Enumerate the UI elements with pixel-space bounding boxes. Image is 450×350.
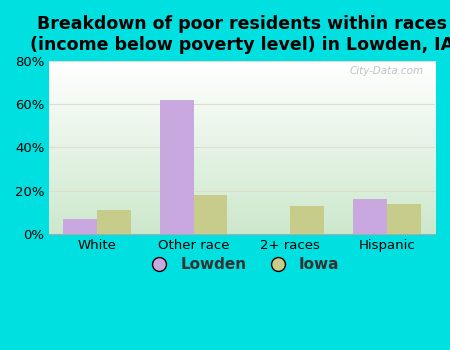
Bar <box>387 204 420 234</box>
Bar <box>290 206 324 234</box>
Legend: Lowden, Iowa: Lowden, Iowa <box>138 251 346 278</box>
Bar <box>97 210 131 234</box>
Title: Breakdown of poor residents within races
(income below poverty level) in Lowden,: Breakdown of poor residents within races… <box>30 15 450 54</box>
Bar <box>194 195 227 234</box>
Text: City-Data.com: City-Data.com <box>349 66 423 76</box>
Bar <box>63 219 97 234</box>
Bar <box>353 199 387 234</box>
Bar <box>160 100 194 234</box>
